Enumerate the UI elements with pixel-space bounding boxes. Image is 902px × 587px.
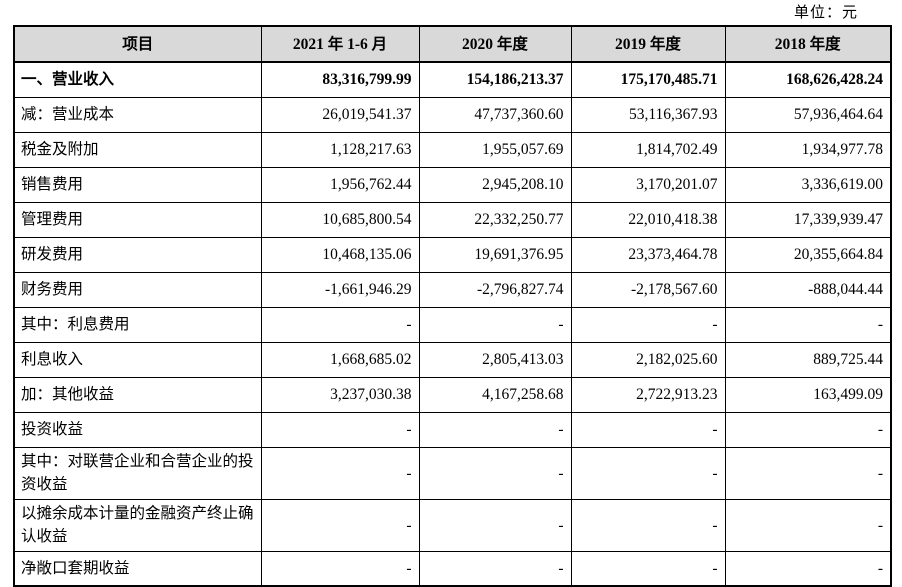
value-cell: 3,170,201.07 [570,166,726,203]
table-row: 投资收益 - - - - [13,411,892,448]
value-cell: - [418,411,572,448]
value-cell: - [570,550,726,587]
value-cell: - [724,446,892,500]
value-cell: - [418,550,572,587]
value-cell: - [260,446,420,500]
column-header: 2020 年度 [418,25,572,63]
table-row: 以摊余成本计量的金融资产终止确认收益 - - - - [13,498,892,552]
value-cell: 10,685,800.54 [260,201,420,238]
unit-label: 单位：元 [793,5,858,21]
row-label-cell: 销售费用 [13,166,262,203]
row-label-cell: 税金及附加 [13,131,262,168]
value-cell: - [724,498,892,552]
value-cell: -1,661,946.29 [260,271,420,308]
value-cell: 22,010,418.38 [570,201,726,238]
value-cell: - [260,498,420,552]
row-label-cell: 管理费用 [13,201,262,238]
value-cell: 53,116,367.93 [570,96,726,133]
column-header: 2018 年度 [724,25,892,63]
value-cell: 175,170,485.71 [570,61,726,98]
value-cell: - [260,306,420,343]
row-label-cell: 其中：利息费用 [13,306,262,343]
table-row: 净敞口套期收益 - - - - [13,550,892,587]
value-cell: 4,167,258.68 [418,376,572,413]
table-row: 税金及附加 1,128,217.63 1,955,057.69 1,814,702.4… [13,131,892,168]
value-cell: 2,805,413.03 [418,341,572,378]
row-label-cell: 一、营业收入 [13,61,262,98]
table-row: 加：其他收益 3,237,030.38 4,167,258.68 2,722,913.… [13,376,892,413]
value-cell: - [418,446,572,500]
value-cell: - [570,306,726,343]
value-cell: 163,499.09 [724,376,892,413]
table-row: 财务费用 -1,661,946.29 -2,796,827.74 -2,178,567… [13,271,892,308]
value-cell: 1,668,685.02 [260,341,420,378]
table-header-row: 项目 2021 年 1-6 月 2020 年度 2019 年度 2018 年度 [13,25,892,63]
row-label-cell: 加：其他收益 [13,376,262,413]
value-cell: - [418,306,572,343]
value-cell: 1,956,762.44 [260,166,420,203]
column-header: 2019 年度 [570,25,726,63]
row-label-cell: 研发费用 [13,236,262,273]
value-cell: 154,186,213.37 [418,61,572,98]
row-label-cell: 减：营业成本 [13,96,262,133]
value-cell: 17,339,939.47 [724,201,892,238]
value-cell: 19,691,376.95 [418,236,572,273]
value-cell: 889,725.44 [724,341,892,378]
row-label-cell: 其中：对联营企业和合营企业的投资收益 [13,446,262,500]
value-cell: 3,336,619.00 [724,166,892,203]
table-row: 管理费用 10,685,800.54 22,332,250.77 22,010,418… [13,201,892,238]
value-cell: 57,936,464.64 [724,96,892,133]
value-cell: - [570,498,726,552]
value-cell: 1,814,702.49 [570,131,726,168]
column-header: 项目 [13,25,262,63]
value-cell: - [724,550,892,587]
row-label-cell: 投资收益 [13,411,262,448]
value-cell: - [724,306,892,343]
value-cell: 1,955,057.69 [418,131,572,168]
row-label-cell: 净敞口套期收益 [13,550,262,587]
value-cell: 10,468,135.06 [260,236,420,273]
table-row: 研发费用 10,468,135.06 19,691,376.95 23,373,464… [13,236,892,273]
value-cell: 168,626,428.24 [724,61,892,98]
value-cell: 2,722,913.23 [570,376,726,413]
table-row: 减：营业成本 26,019,541.37 47,737,360.60 53,116,3… [13,96,892,133]
value-cell: - [724,411,892,448]
table-row: 利息收入 1,668,685.02 2,805,413.03 2,182,025.60… [13,341,892,378]
value-cell: - [418,498,572,552]
value-cell: -2,178,567.60 [570,271,726,308]
value-cell: - [260,411,420,448]
value-cell: 2,945,208.10 [418,166,572,203]
value-cell: -2,796,827.74 [418,271,572,308]
table-row: 一、营业收入 83,316,799.99 154,186,213.37 175,170… [13,61,892,98]
value-cell: 1,128,217.63 [260,131,420,168]
table-row: 其中：对联营企业和合营企业的投资收益 - - - - [13,446,892,500]
value-cell: - [260,550,420,587]
table-row: 其中：利息费用 - - - - [13,306,892,343]
value-cell: 22,332,250.77 [418,201,572,238]
value-cell: 23,373,464.78 [570,236,726,273]
value-cell: 26,019,541.37 [260,96,420,133]
value-cell: - [570,411,726,448]
value-cell: 2,182,025.60 [570,341,726,378]
value-cell: 1,934,977.78 [724,131,892,168]
value-cell: 83,316,799.99 [260,61,420,98]
table-row: 销售费用 1,956,762.44 2,945,208.10 3,170,201.07… [13,166,892,203]
row-label-cell: 财务费用 [13,271,262,308]
column-header: 2021 年 1-6 月 [260,25,420,63]
row-label-cell: 利息收入 [13,341,262,378]
value-cell: -888,044.44 [724,271,892,308]
value-cell: 3,237,030.38 [260,376,420,413]
value-cell: - [570,446,726,500]
table-body: 一、营业收入 83,316,799.99 154,186,213.37 175,170… [13,61,892,587]
value-cell: 47,737,360.60 [418,96,572,133]
row-label-cell: 以摊余成本计量的金融资产终止确认收益 [13,498,262,552]
income-statement-table: 项目 2021 年 1-6 月 2020 年度 2019 年度 2018 年度 一、营业… [13,25,892,587]
value-cell: 20,355,664.84 [724,236,892,273]
